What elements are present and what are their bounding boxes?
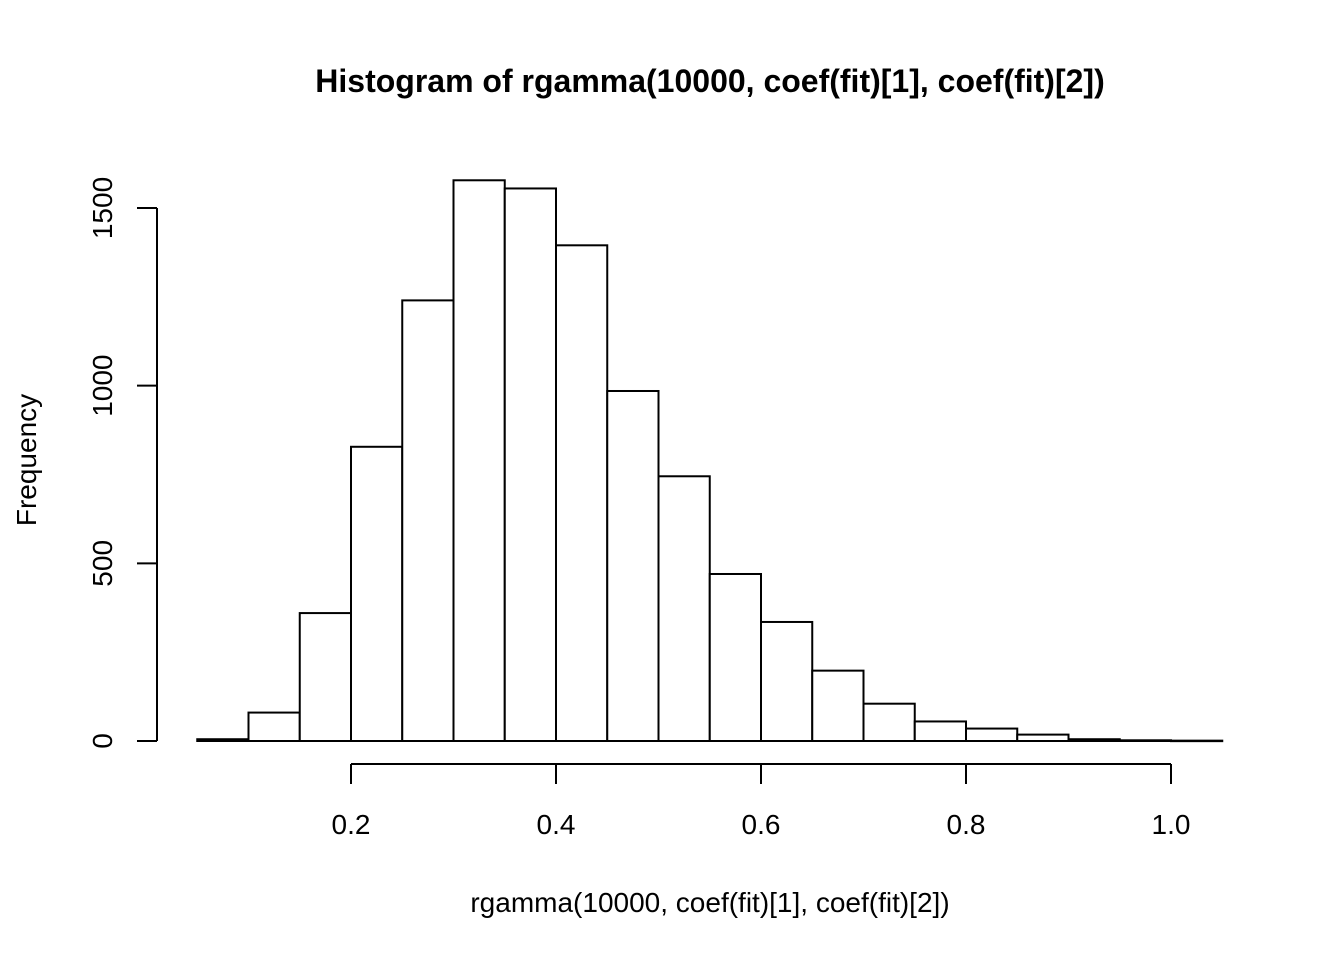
x-axis-label: rgamma(10000, coef(fit)[1], coef(fit)[2]… [470, 887, 949, 918]
histogram-bar [298, 612, 352, 743]
y-axis-label: Frequency [11, 394, 42, 526]
histogram-bar [606, 389, 660, 742]
histogram-bar [811, 669, 865, 742]
histogram-bar [913, 720, 967, 742]
histogram-bar [862, 702, 916, 743]
histogram-bar [760, 620, 814, 742]
histogram-bar [1016, 733, 1070, 743]
y-tick-label: 500 [87, 540, 118, 587]
y-tick-label: 0 [87, 733, 118, 749]
x-tick-label: 0.2 [332, 809, 371, 840]
x-tick-label: 0.4 [537, 809, 576, 840]
histogram-bar [452, 179, 506, 742]
bars-group [196, 179, 1224, 743]
histogram-bar [503, 187, 557, 742]
histogram-bar [401, 299, 455, 742]
histogram-bar [350, 445, 404, 742]
histogram-bar [708, 572, 762, 743]
histogram-bar [196, 738, 250, 742]
x-axis: 0.2 0.4 0.6 0.8 1.0 [332, 763, 1191, 840]
y-axis: 0 500 1000 1500 [87, 177, 158, 749]
histogram-bar [965, 727, 1019, 743]
histogram-bar [657, 475, 711, 742]
histogram-bar [1170, 739, 1224, 743]
chart-title: Histogram of rgamma(10000, coef(fit)[1],… [315, 63, 1104, 99]
histogram-bar [555, 244, 609, 742]
histogram-bar [1118, 739, 1172, 742]
histogram-bar [1067, 738, 1121, 742]
y-tick-label: 1500 [87, 177, 118, 239]
x-tick-label: 1.0 [1152, 809, 1191, 840]
x-tick-label: 0.8 [947, 809, 986, 840]
x-tick-label: 0.6 [742, 809, 781, 840]
histogram-bar [247, 711, 301, 742]
y-tick-label: 1000 [87, 355, 118, 417]
